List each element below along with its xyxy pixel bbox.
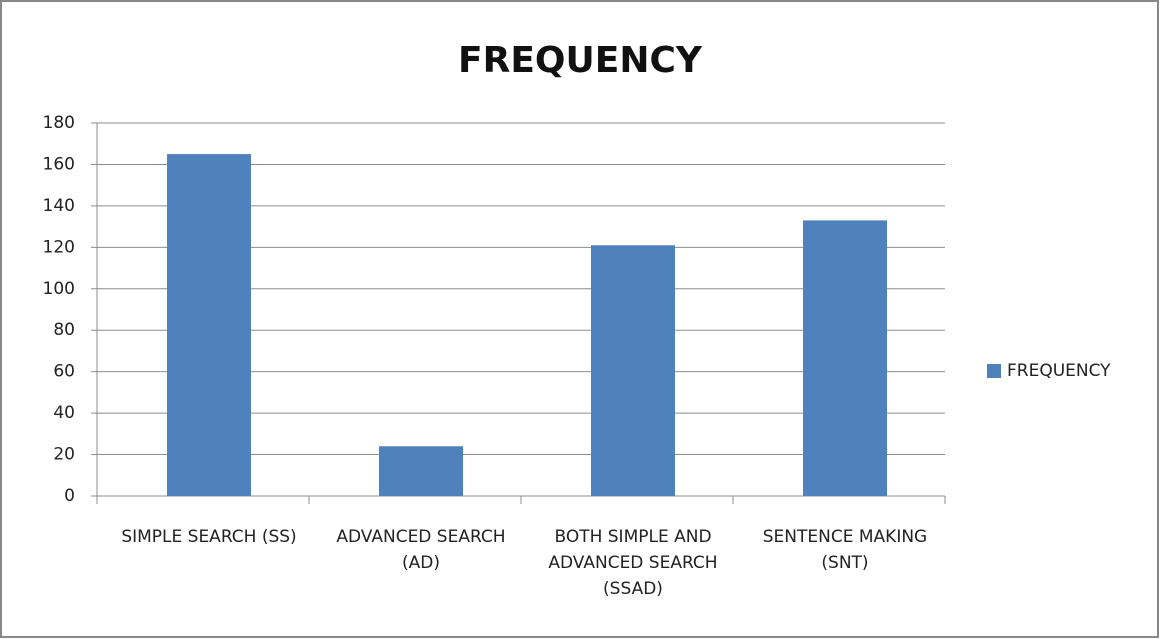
y-tick-label: 0 [64, 486, 75, 506]
x-tick-label: BOTH SIMPLE AND ADVANCED SEARCH (SSAD) [548, 527, 718, 599]
y-tick-label: 120 [43, 237, 75, 257]
chart-title: FREQUENCY [458, 40, 702, 81]
bar [379, 446, 463, 496]
x-tick-label: ADVANCED SEARCH (AD) [336, 527, 506, 573]
y-tick-label: 160 [43, 154, 75, 174]
y-tick-label: 80 [53, 320, 75, 340]
y-tick-label: 140 [43, 196, 75, 216]
bar [591, 245, 675, 496]
bar [803, 220, 887, 496]
legend-label: FREQUENCY [1007, 361, 1111, 381]
y-tick-label: 180 [43, 113, 75, 133]
x-tick-label: SENTENCE MAKING (SNT) [762, 527, 928, 573]
x-tick-label: SIMPLE SEARCH (SS) [121, 527, 297, 547]
y-tick-label: 60 [53, 362, 75, 382]
y-tick-label: 20 [53, 445, 75, 465]
legend-swatch [987, 364, 1001, 378]
y-tick-label: 40 [53, 403, 75, 423]
bar [167, 154, 251, 497]
y-tick-label: 100 [43, 279, 75, 299]
